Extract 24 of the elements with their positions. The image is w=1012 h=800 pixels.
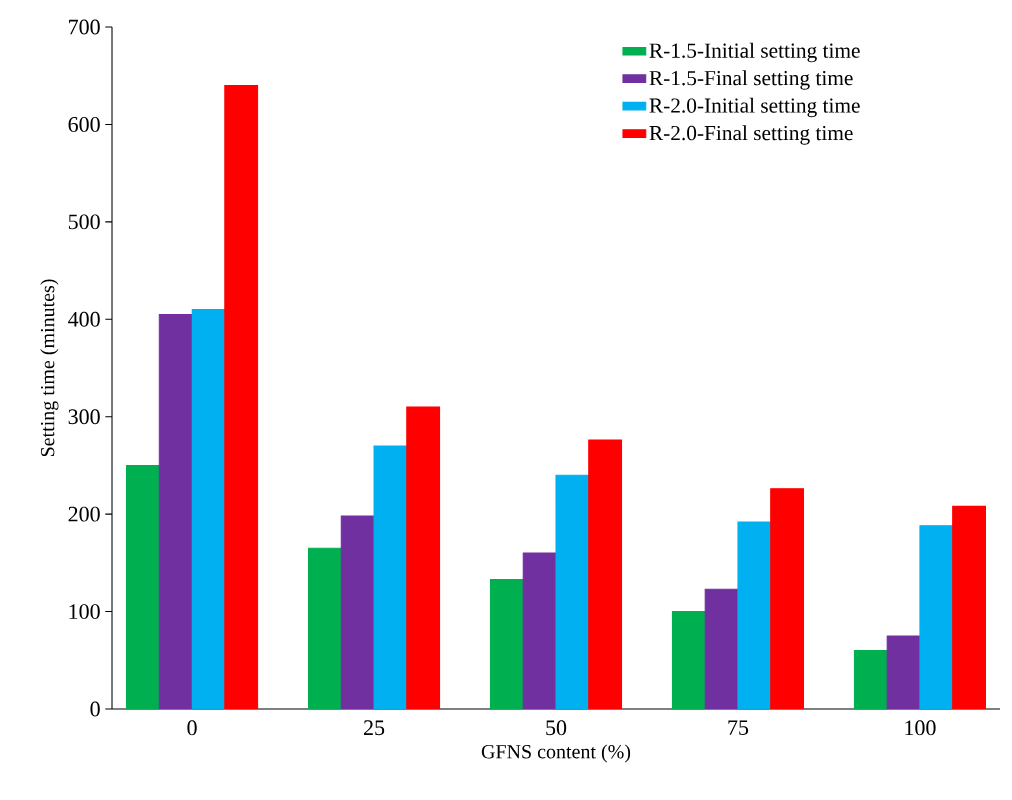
legend-label: R-2.0-Final setting time <box>649 125 853 145</box>
x-tick-label: 0 <box>187 720 197 736</box>
bar <box>770 488 805 709</box>
y-tick-label: 400 <box>68 311 100 327</box>
y-tick-label: 700 <box>69 19 100 35</box>
legend-label: R-1.5-Final setting time <box>649 70 853 90</box>
y-axis-title: Setting time (minutes) <box>40 279 59 457</box>
legend-label: R-2.0-Initial setting time <box>649 97 860 118</box>
bar <box>952 505 986 709</box>
x-tick-label: 75 <box>728 720 749 735</box>
legend-label: R-1.5-Initial setting time <box>649 42 860 63</box>
bar <box>588 439 623 709</box>
bar <box>224 84 259 709</box>
y-tick-label: 600 <box>68 116 100 132</box>
x-tick-label: 50 <box>546 720 567 736</box>
y-tick-label: 200 <box>68 506 100 522</box>
bar <box>406 406 441 709</box>
x-axis-title: GFNS content (%) <box>481 744 631 763</box>
y-tick-label: 500 <box>68 214 100 230</box>
y-tick-label: 0 <box>90 701 100 717</box>
x-tick-label: 100 <box>905 720 936 736</box>
x-tick-label: 25 <box>364 720 385 736</box>
y-tick-label: 100 <box>69 604 100 619</box>
y-tick-label: 300 <box>68 409 100 425</box>
